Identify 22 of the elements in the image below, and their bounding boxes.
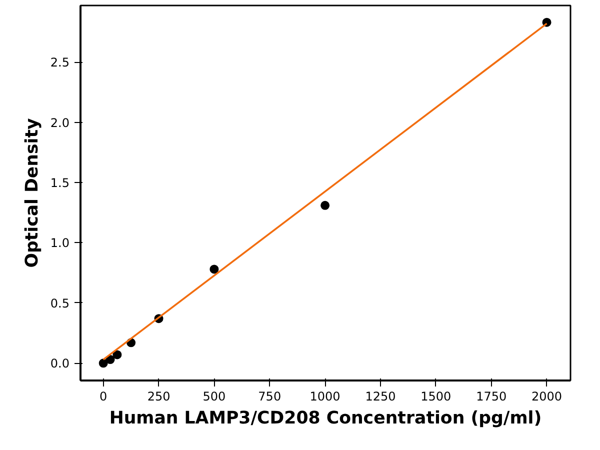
x-tick-label: 0: [100, 390, 108, 404]
x-tick-label: 1750: [476, 390, 507, 404]
y-tick-label: 1.0: [50, 236, 70, 250]
point: [112, 350, 122, 360]
y-axis-title: Optical Density: [22, 118, 42, 268]
x-tick-label: 750: [258, 390, 282, 404]
x-tick-label: 500: [202, 390, 226, 404]
point: [98, 358, 108, 368]
point: [106, 355, 115, 364]
point: [320, 200, 330, 210]
x-tick-label: 1250: [365, 390, 396, 404]
y-tick-label: 2.0: [50, 116, 70, 130]
x-tick-label: 250: [147, 390, 170, 404]
x-axis-title: Human LAMP3/CD208 Concentration (pg/ml): [109, 408, 542, 428]
y-tick-label: 1.5: [50, 176, 70, 190]
y-tick-label: 2.5: [50, 56, 70, 70]
x-tick-label: 2000: [532, 390, 562, 404]
point: [210, 264, 219, 274]
y-tick-label: 0.0: [50, 356, 70, 371]
x-tick-label: 1000: [310, 390, 340, 404]
y-tick-label: 0.5: [50, 296, 70, 310]
x-tick-label: 1500: [420, 390, 452, 404]
